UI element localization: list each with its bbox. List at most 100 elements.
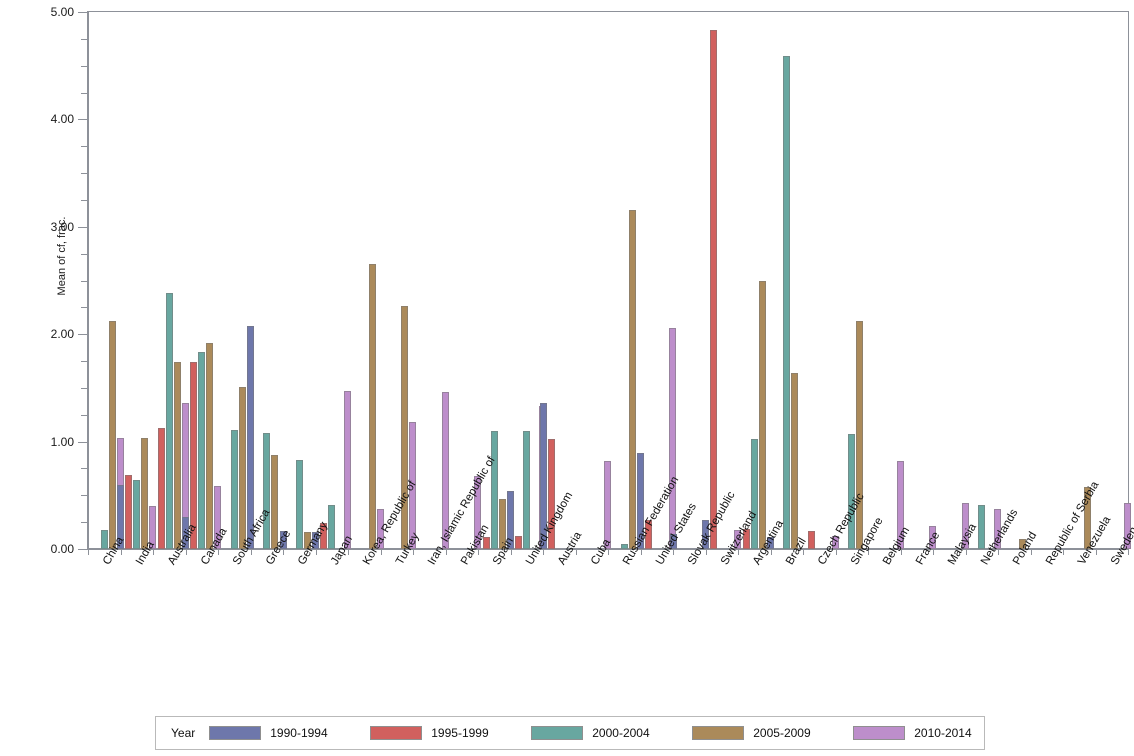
bar[interactable] (669, 533, 677, 549)
bar[interactable] (994, 509, 1002, 549)
bar[interactable] (498, 498, 506, 549)
y-axis-minor-tick (81, 173, 87, 175)
bar[interactable] (791, 372, 799, 549)
y-axis-tick (78, 549, 87, 550)
y-axis-labels: 0.00 1.00 2.00 3.00 4.00 5.00 (0, 0, 74, 756)
bar[interactable] (238, 386, 246, 549)
bar[interactable] (263, 433, 271, 549)
x-axis-tick (1128, 550, 1129, 555)
legend-item[interactable]: 1990-1994 (209, 726, 370, 740)
legend-item[interactable]: 1995-1999 (370, 726, 531, 740)
bar[interactable] (198, 352, 206, 549)
bar[interactable] (271, 454, 279, 549)
y-axis-tick-label: 1.00 (50, 434, 74, 449)
bar[interactable] (125, 474, 133, 549)
y-axis-tick (78, 12, 87, 13)
bar[interactable] (547, 439, 555, 549)
bar[interactable] (1018, 539, 1026, 549)
bar[interactable] (490, 430, 498, 549)
bar[interactable] (320, 523, 328, 549)
bar[interactable] (182, 516, 190, 549)
y-axis-minor-tick (81, 468, 87, 470)
x-axis-tick (900, 550, 902, 555)
bar[interactable] (295, 459, 303, 549)
legend-item[interactable]: 2000-2004 (531, 726, 692, 740)
bar[interactable] (141, 438, 149, 549)
bar[interactable] (230, 429, 238, 549)
bar[interactable] (108, 321, 116, 549)
bar[interactable] (100, 529, 108, 549)
bar[interactable] (157, 427, 165, 549)
bar[interactable] (214, 485, 222, 549)
bar[interactable] (376, 509, 384, 549)
legend-label: 1990-1994 (270, 726, 328, 740)
bar[interactable] (401, 306, 409, 549)
bar[interactable] (961, 502, 969, 549)
bar[interactable] (539, 402, 547, 549)
bar[interactable] (1124, 502, 1132, 549)
bar[interactable] (734, 529, 742, 549)
bar[interactable] (190, 362, 198, 549)
bar[interactable] (279, 530, 287, 549)
bar[interactable] (173, 362, 181, 549)
bar[interactable] (750, 439, 758, 549)
y-axis-minor-tick (81, 495, 87, 497)
x-axis-tick (770, 550, 772, 555)
bar[interactable] (807, 530, 815, 549)
bar[interactable] (409, 422, 417, 549)
legend-swatch (853, 726, 906, 740)
bar[interactable] (206, 342, 214, 549)
x-axis-tick (933, 550, 934, 555)
x-axis-tick (413, 550, 414, 555)
bar[interactable] (515, 536, 523, 549)
bar[interactable] (474, 475, 482, 549)
legend-label: 1995-1999 (431, 726, 489, 740)
bar[interactable] (767, 537, 775, 549)
legend-label: 2000-2004 (592, 726, 650, 740)
bar[interactable] (149, 506, 157, 549)
bar[interactable] (368, 264, 376, 549)
bar[interactable] (523, 430, 531, 549)
bar[interactable] (507, 491, 515, 549)
bar[interactable] (165, 293, 173, 549)
x-axis-tick (608, 550, 609, 555)
bar[interactable] (702, 520, 710, 549)
bar[interactable] (133, 480, 141, 549)
y-axis-minor-tick (81, 361, 87, 363)
bar[interactable] (645, 520, 653, 549)
y-axis-tick (78, 226, 87, 228)
bar[interactable] (758, 280, 766, 549)
bar[interactable] (328, 504, 336, 549)
bar[interactable] (978, 504, 986, 549)
bar[interactable] (896, 460, 904, 549)
bar[interactable] (856, 321, 864, 549)
bar[interactable] (247, 325, 255, 549)
y-axis-tick (78, 334, 87, 336)
bar[interactable] (1083, 486, 1091, 549)
bar[interactable] (710, 30, 718, 549)
legend-item[interactable]: 2010-2014 (853, 726, 1014, 740)
x-axis-tick (445, 550, 447, 555)
bar[interactable] (441, 392, 449, 549)
y-axis-minor-tick (81, 38, 87, 40)
bar[interactable] (783, 56, 791, 549)
x-axis-tick (478, 550, 479, 555)
bar[interactable] (929, 526, 937, 549)
bar[interactable] (344, 391, 352, 549)
bar[interactable] (482, 537, 490, 549)
bar[interactable] (628, 209, 636, 549)
bar[interactable] (669, 327, 677, 549)
legend-swatch (692, 726, 745, 740)
legend-item[interactable]: 2005-2009 (692, 726, 853, 740)
bar[interactable] (742, 528, 750, 549)
bar[interactable] (312, 531, 320, 549)
x-axis-tick (315, 550, 317, 555)
bar[interactable] (620, 543, 628, 549)
bar[interactable] (303, 531, 311, 549)
x-axis-line (87, 548, 1129, 550)
bar[interactable] (604, 460, 612, 549)
bar[interactable] (117, 484, 125, 549)
bar[interactable] (637, 453, 645, 549)
bar[interactable] (831, 536, 839, 549)
bar[interactable] (848, 434, 856, 549)
